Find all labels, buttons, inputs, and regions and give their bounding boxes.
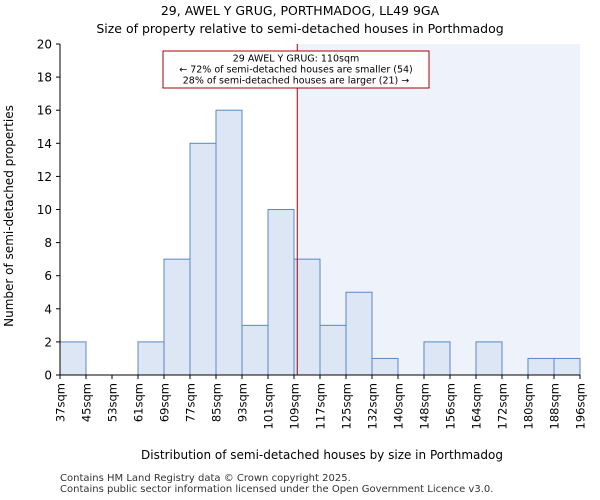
histogram-bar <box>371 357 399 376</box>
histogram-bar <box>189 142 217 376</box>
y-tick-label: 4 <box>44 302 52 316</box>
footer-copyright: Contains HM Land Registry data © Crown c… <box>60 473 351 484</box>
x-tick-label: 61sqm <box>132 383 146 422</box>
y-tick-label: 12 <box>37 170 52 184</box>
y-tick-label: 10 <box>37 203 52 217</box>
x-tick-label: 132sqm <box>366 383 380 429</box>
histogram-bar <box>319 324 347 376</box>
y-tick-label: 6 <box>44 269 52 283</box>
x-tick-label: 77sqm <box>184 383 198 422</box>
x-tick-label: 53sqm <box>106 383 120 422</box>
chart-subtitle: Size of property relative to semi-detach… <box>96 21 504 36</box>
x-tick-label: 172sqm <box>496 383 510 429</box>
histogram-bar <box>137 341 165 376</box>
larger-region-highlight <box>297 44 580 375</box>
x-tick-label: 125sqm <box>340 383 354 429</box>
x-tick-label: 69sqm <box>158 383 172 422</box>
footer-licence: Contains public sector information licen… <box>60 484 494 495</box>
histogram-bar <box>345 291 373 376</box>
histogram-bar <box>475 341 503 376</box>
x-tick-label: 101sqm <box>262 383 276 429</box>
x-tick-label: 196sqm <box>574 383 588 429</box>
histogram-bar <box>59 341 87 376</box>
y-tick-label: 14 <box>37 137 52 151</box>
x-tick-label: 117sqm <box>314 383 328 429</box>
x-tick-label: 148sqm <box>418 383 432 429</box>
histogram-bar <box>553 357 581 376</box>
annotation-line-1: 29 AWEL Y GRUG: 110sqm <box>233 54 359 65</box>
histogram-bar <box>267 209 295 376</box>
y-tick-label: 2 <box>44 335 52 349</box>
x-tick-label: 180sqm <box>522 383 536 429</box>
x-axis-label: Distribution of semi-detached houses by … <box>141 448 503 462</box>
x-tick-label: 45sqm <box>80 383 94 422</box>
y-tick-label: 16 <box>37 104 52 118</box>
histogram-bar <box>527 357 555 376</box>
y-tick-label: 8 <box>44 236 52 250</box>
histogram-bar <box>241 324 269 376</box>
y-axis-label: Number of semi-detached properties <box>2 105 16 327</box>
annotation-line-3: 28% of semi-detached houses are larger (… <box>183 76 410 87</box>
chart-title: 29, AWEL Y GRUG, PORTHMADOG, LL49 9GA <box>160 3 440 18</box>
x-tick-label: 37sqm <box>54 383 68 422</box>
x-tick-label: 164sqm <box>470 383 484 429</box>
x-tick-label: 85sqm <box>210 383 224 422</box>
y-tick-label: 20 <box>37 38 52 52</box>
x-tick-label: 156sqm <box>444 383 458 429</box>
x-tick-label: 109sqm <box>288 383 302 429</box>
annotation-box <box>162 50 430 89</box>
histogram-bar <box>293 258 321 376</box>
annotation-line-2: ← 72% of semi-detached houses are smalle… <box>179 65 413 76</box>
x-tick-label: 188sqm <box>548 383 562 429</box>
x-tick-label: 140sqm <box>392 383 406 429</box>
histogram-bar <box>215 109 243 376</box>
histogram-bar <box>423 341 451 376</box>
histogram-bar <box>163 258 191 376</box>
y-tick-label: 0 <box>44 369 52 383</box>
y-tick-label: 18 <box>37 71 52 85</box>
x-tick-label: 93sqm <box>236 383 250 422</box>
